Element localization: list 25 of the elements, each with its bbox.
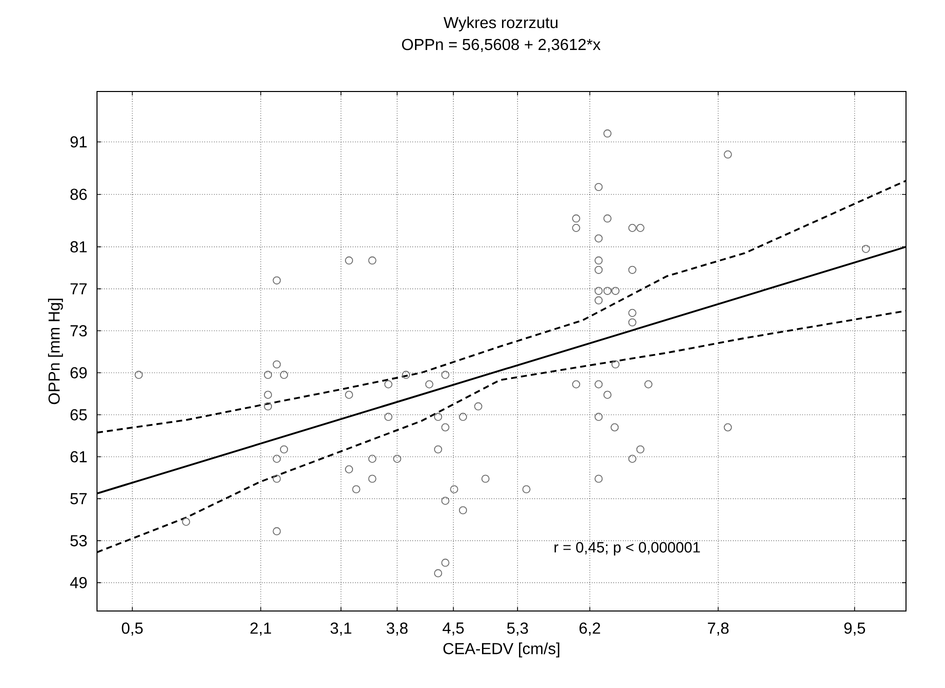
y-tick-label: 73 xyxy=(70,325,87,336)
y-tick-label: 57 xyxy=(70,493,87,504)
y-tick-label: 91 xyxy=(70,136,87,148)
x-axis-title: CEA-EDV [cm/s] xyxy=(443,642,560,658)
chart-title: Wykres rozrzutu xyxy=(444,16,558,32)
y-tick-label: 65 xyxy=(70,409,87,420)
x-tick-label: 9,5 xyxy=(844,622,866,636)
y-axis-title: OPPn [mm Hg] xyxy=(48,298,63,404)
annotation: r = 0,45; p < 0,000001 xyxy=(554,542,700,556)
y-tick-label: 86 xyxy=(70,188,87,200)
chart-subtitle: OPPn = 56,5608 + 2,3612*x xyxy=(402,38,601,52)
x-tick-label: 6,2 xyxy=(580,622,600,636)
y-tick-label: 61 xyxy=(70,451,87,462)
x-tick-label: 3,1 xyxy=(330,622,352,636)
y-tick-label: 81 xyxy=(70,241,87,252)
x-tick-label: 3,8 xyxy=(386,622,408,636)
x-tick-label: 4,5 xyxy=(442,622,464,636)
y-tick-label: 69 xyxy=(70,367,87,378)
x-tick-label: 2,1 xyxy=(250,622,272,636)
x-tick-label: 7,8 xyxy=(708,622,729,636)
y-tick-label: 49 xyxy=(70,577,87,588)
y-tick-label: 77 xyxy=(70,283,87,294)
x-tick-label: 0,5 xyxy=(122,622,143,636)
y-tick-label: 53 xyxy=(70,535,87,546)
x-tick-label: 5,3 xyxy=(507,622,528,636)
